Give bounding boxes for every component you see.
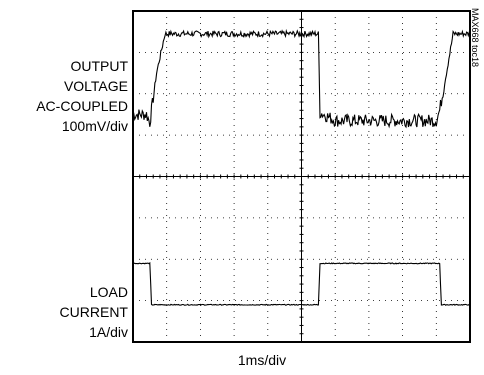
figure-id: MAX668 toc18 xyxy=(470,8,480,68)
output-voltage-trace xyxy=(132,28,471,129)
top-trace-label-line: AC-COUPLED xyxy=(36,98,128,114)
bottom-trace-label-line: LOAD xyxy=(89,284,128,300)
scope-frame xyxy=(132,10,471,343)
bottom-trace-label-line: CURRENT xyxy=(59,304,128,320)
x-axis-label: 1ms/div xyxy=(237,352,287,368)
top-trace-label-line: OUTPUT xyxy=(70,58,128,74)
bottom-trace-label: LOAD CURRENT 1A/div xyxy=(0,282,128,342)
bottom-trace-label-line: 1A/div xyxy=(89,324,128,340)
top-trace-label-line: 100mV/div xyxy=(61,118,128,134)
top-trace-label: OUTPUT VOLTAGE AC-COUPLED 100mV/div xyxy=(0,56,128,136)
load-current-trace xyxy=(132,261,471,306)
graticule xyxy=(132,10,471,343)
traces xyxy=(132,28,471,306)
top-trace-label-line: VOLTAGE xyxy=(63,78,128,94)
